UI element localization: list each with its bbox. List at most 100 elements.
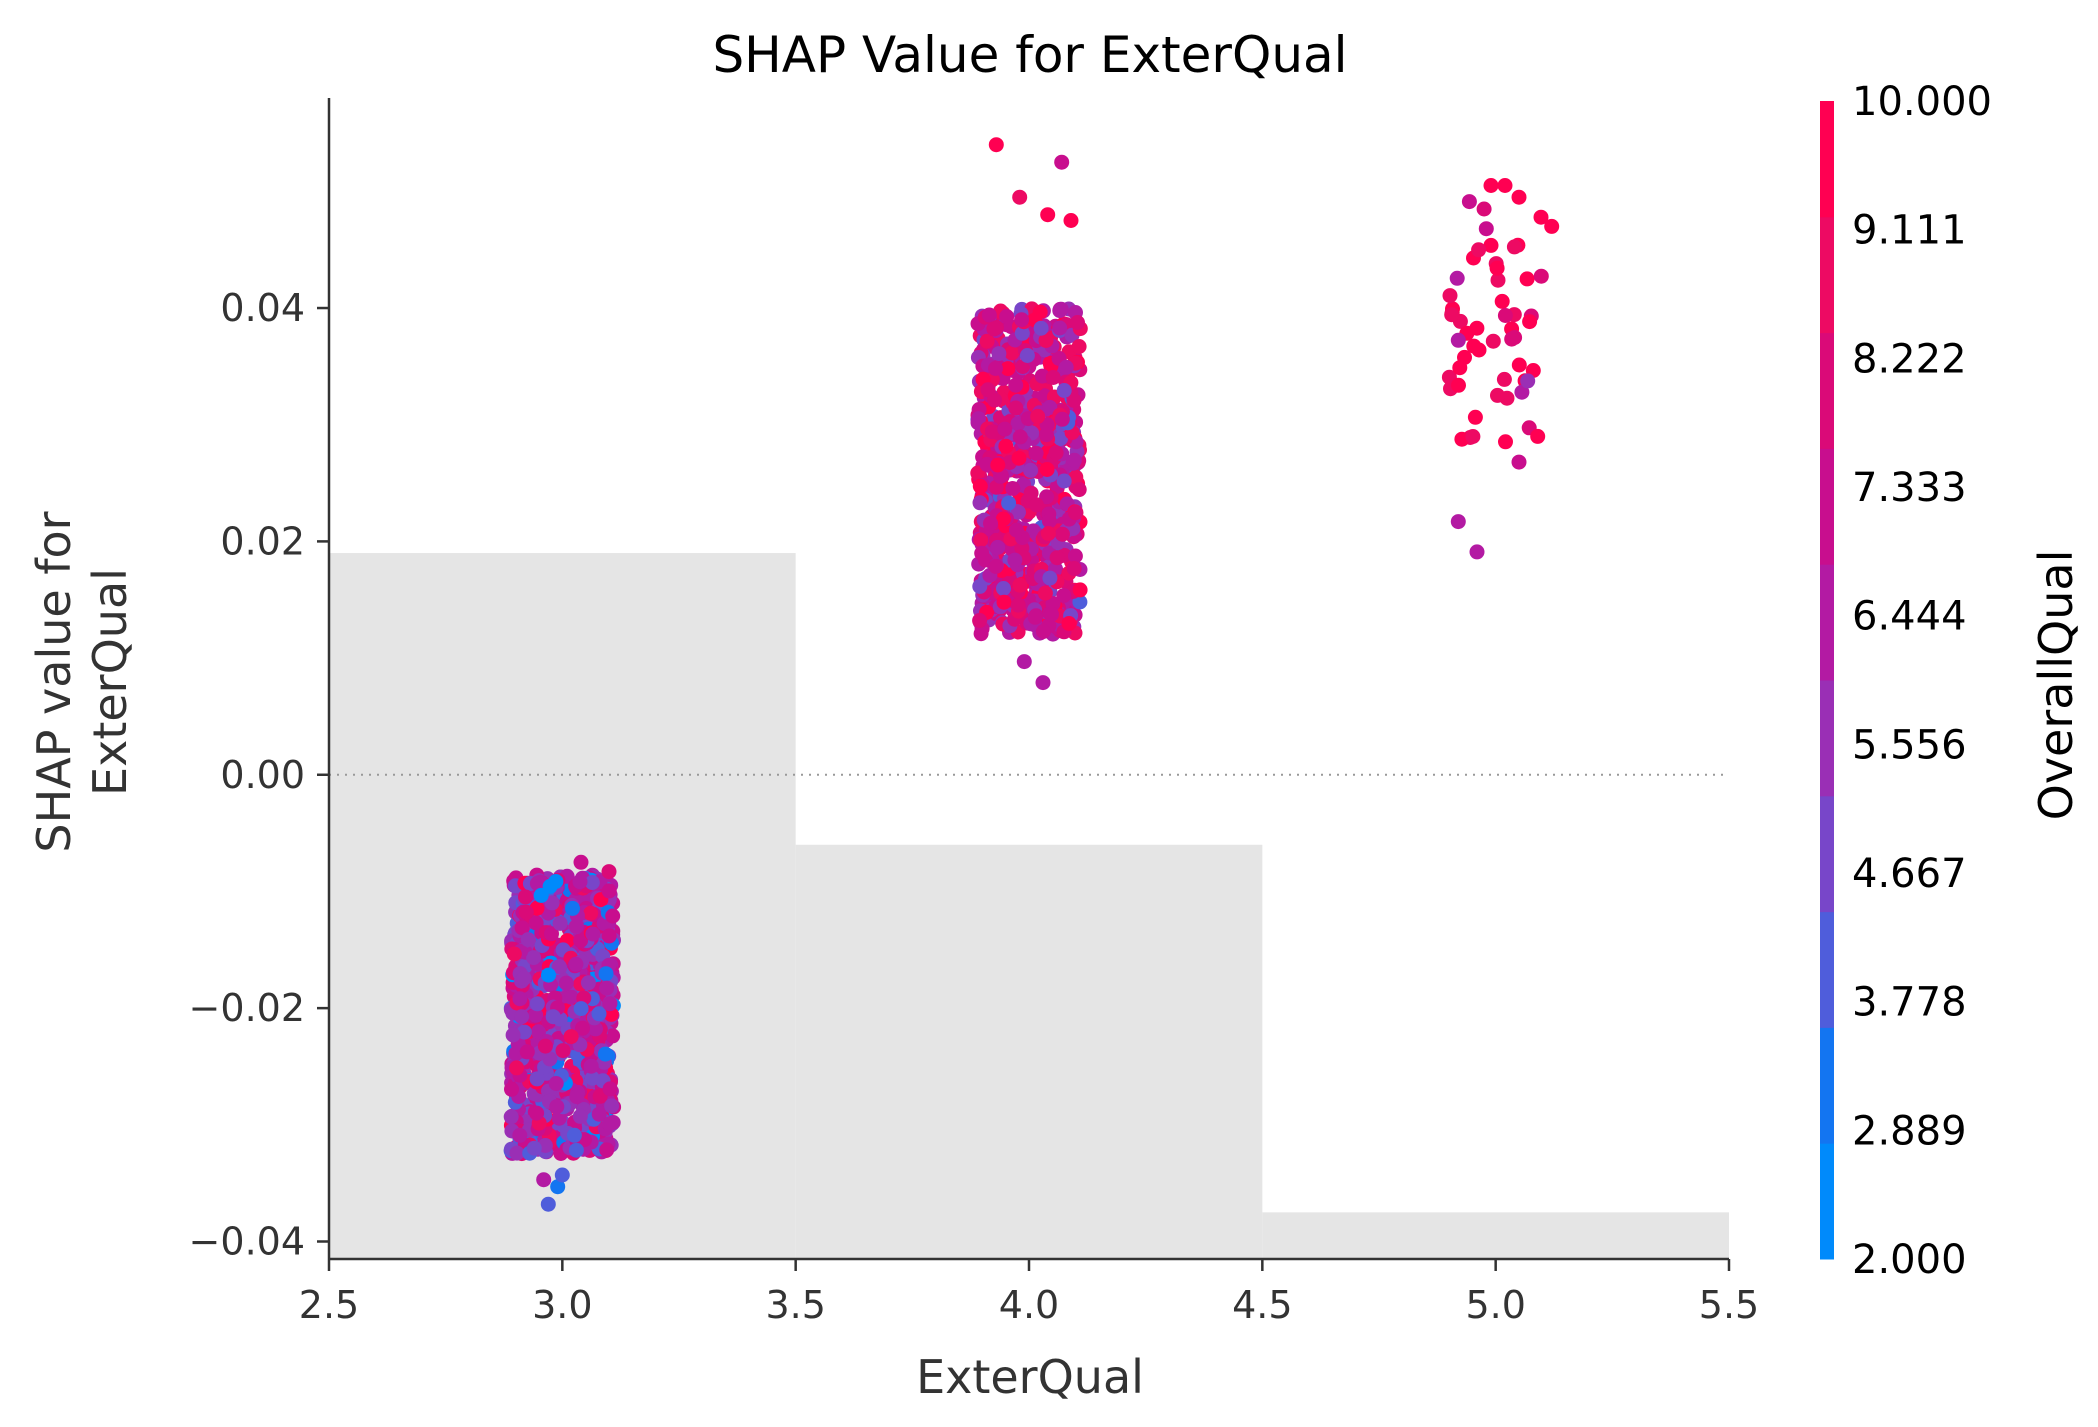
- scatter-point: [1449, 270, 1465, 286]
- scatter-point: [1056, 383, 1072, 398]
- scatter-point: [503, 1109, 519, 1125]
- y-axis-label-line-2: ExterQual: [83, 568, 137, 796]
- colorbar-segment: [1820, 680, 1834, 797]
- scatter-point: [1476, 201, 1492, 217]
- scatter-point: [520, 932, 536, 948]
- scatter-point: [599, 980, 615, 996]
- scatter-point: [573, 1001, 589, 1017]
- scatter-point: [1533, 209, 1549, 225]
- scatter-point: [552, 915, 568, 931]
- scatter-point: [1497, 308, 1513, 323]
- scatter-point: [988, 361, 1003, 376]
- scatter-point: [1483, 237, 1499, 253]
- scatter-point: [1063, 213, 1079, 228]
- scatter-point: [1054, 526, 1070, 542]
- scatter-point: [514, 920, 530, 936]
- scatter-point: [1028, 497, 1044, 513]
- scatter-point: [999, 309, 1015, 324]
- scatter-point: [584, 875, 600, 890]
- colorbar-segment: [1820, 1143, 1834, 1260]
- scatter-point: [1483, 178, 1499, 193]
- scatter-point: [512, 991, 528, 1007]
- colorbar-tick-label: 2.889: [1852, 1108, 1967, 1154]
- scatter-point: [1023, 462, 1039, 478]
- scatter-point: [526, 950, 542, 966]
- x-tick-label: 2.5: [299, 1283, 359, 1327]
- scatter-point: [598, 966, 614, 982]
- scatter-point: [1469, 320, 1485, 336]
- scatter-point: [545, 1009, 561, 1025]
- scatter-point: [973, 626, 989, 642]
- scatter-point: [580, 975, 596, 991]
- scatter-point: [529, 1071, 545, 1087]
- colorbar-segment: [1820, 795, 1834, 913]
- scatter-point: [568, 1142, 584, 1158]
- scatter-point: [601, 928, 617, 944]
- scatter-point: [1035, 624, 1051, 639]
- scatter-point: [1071, 482, 1087, 498]
- scatter-point: [1040, 207, 1056, 223]
- scatter-point: [1056, 473, 1072, 489]
- scatter-point: [1511, 454, 1527, 470]
- scatter-point: [1030, 408, 1046, 424]
- x-tick-label: 4.5: [1232, 1283, 1292, 1327]
- scatter-point: [518, 904, 534, 920]
- scatter-point: [1478, 221, 1494, 237]
- scatter-point: [1450, 514, 1466, 530]
- scatter-point: [1485, 333, 1501, 349]
- colorbar-segment: [1820, 564, 1834, 681]
- scatter-point: [601, 1116, 617, 1132]
- scatter-point: [544, 895, 560, 911]
- scatter-point: [569, 1089, 585, 1105]
- x-tick-label: 3.5: [765, 1283, 825, 1327]
- scatter-point: [528, 1007, 544, 1023]
- scatter-point: [550, 1179, 566, 1195]
- scatter-point: [1037, 585, 1053, 601]
- scatter-point: [1035, 675, 1051, 691]
- scatter-point: [1053, 431, 1069, 446]
- scatter-point: [605, 908, 621, 924]
- scatter-point: [986, 321, 1002, 337]
- scatter-point: [1042, 570, 1058, 586]
- scatter-point: [972, 495, 988, 511]
- chart-title: SHAP Value for ExterQual: [712, 26, 1347, 84]
- colorbar-tick-label: 10.000: [1852, 79, 1992, 125]
- scatter-point: [972, 478, 988, 494]
- scatter-point: [979, 333, 995, 349]
- colorbar: 10.000 9.111 8.222 7.333 6.444 5.556 4.667 3.77…: [1820, 79, 1992, 1283]
- scatter-point: [526, 1140, 542, 1156]
- colorbar-tick-label: 2.000: [1852, 1237, 1967, 1283]
- scatter-point: [563, 1029, 579, 1045]
- colorbar-tick-label: 6.444: [1852, 594, 1967, 640]
- scatter-point: [980, 382, 996, 398]
- scatter-point: [1040, 526, 1056, 541]
- scatter-point: [541, 967, 556, 983]
- scatter-point: [588, 1021, 603, 1037]
- scatter-point: [1066, 561, 1082, 576]
- colorbar-tick-label: 9.111: [1852, 208, 1967, 254]
- scatter-point: [1465, 429, 1481, 444]
- x-tick-label: 5.5: [1699, 1283, 1759, 1327]
- scatter-point: [1520, 373, 1536, 389]
- scatter-point: [1012, 577, 1028, 593]
- scatter-point: [984, 424, 1000, 440]
- scatter-point: [972, 578, 988, 594]
- scatter-point: [991, 346, 1007, 362]
- scatter-point: [528, 915, 544, 931]
- scatter-point: [1001, 495, 1017, 511]
- y-tick-label: 0.04: [220, 286, 305, 330]
- scatter-point: [1511, 189, 1527, 205]
- scatter-point: [555, 1043, 571, 1059]
- x-axis-label: ExterQual: [916, 1350, 1144, 1404]
- scatter-point: [983, 515, 998, 531]
- scatter-point: [1008, 377, 1024, 393]
- y-tick-label: −0.02: [189, 986, 305, 1030]
- scatter-point: [583, 905, 599, 921]
- scatter-point: [1010, 597, 1026, 613]
- scatter-point: [998, 438, 1014, 454]
- scatter-point: [516, 970, 532, 986]
- colorbar-segment: [1820, 101, 1834, 218]
- scatter-point: [601, 864, 617, 880]
- histogram-bar-2: [795, 844, 1263, 1259]
- scatter-point: [1012, 189, 1028, 205]
